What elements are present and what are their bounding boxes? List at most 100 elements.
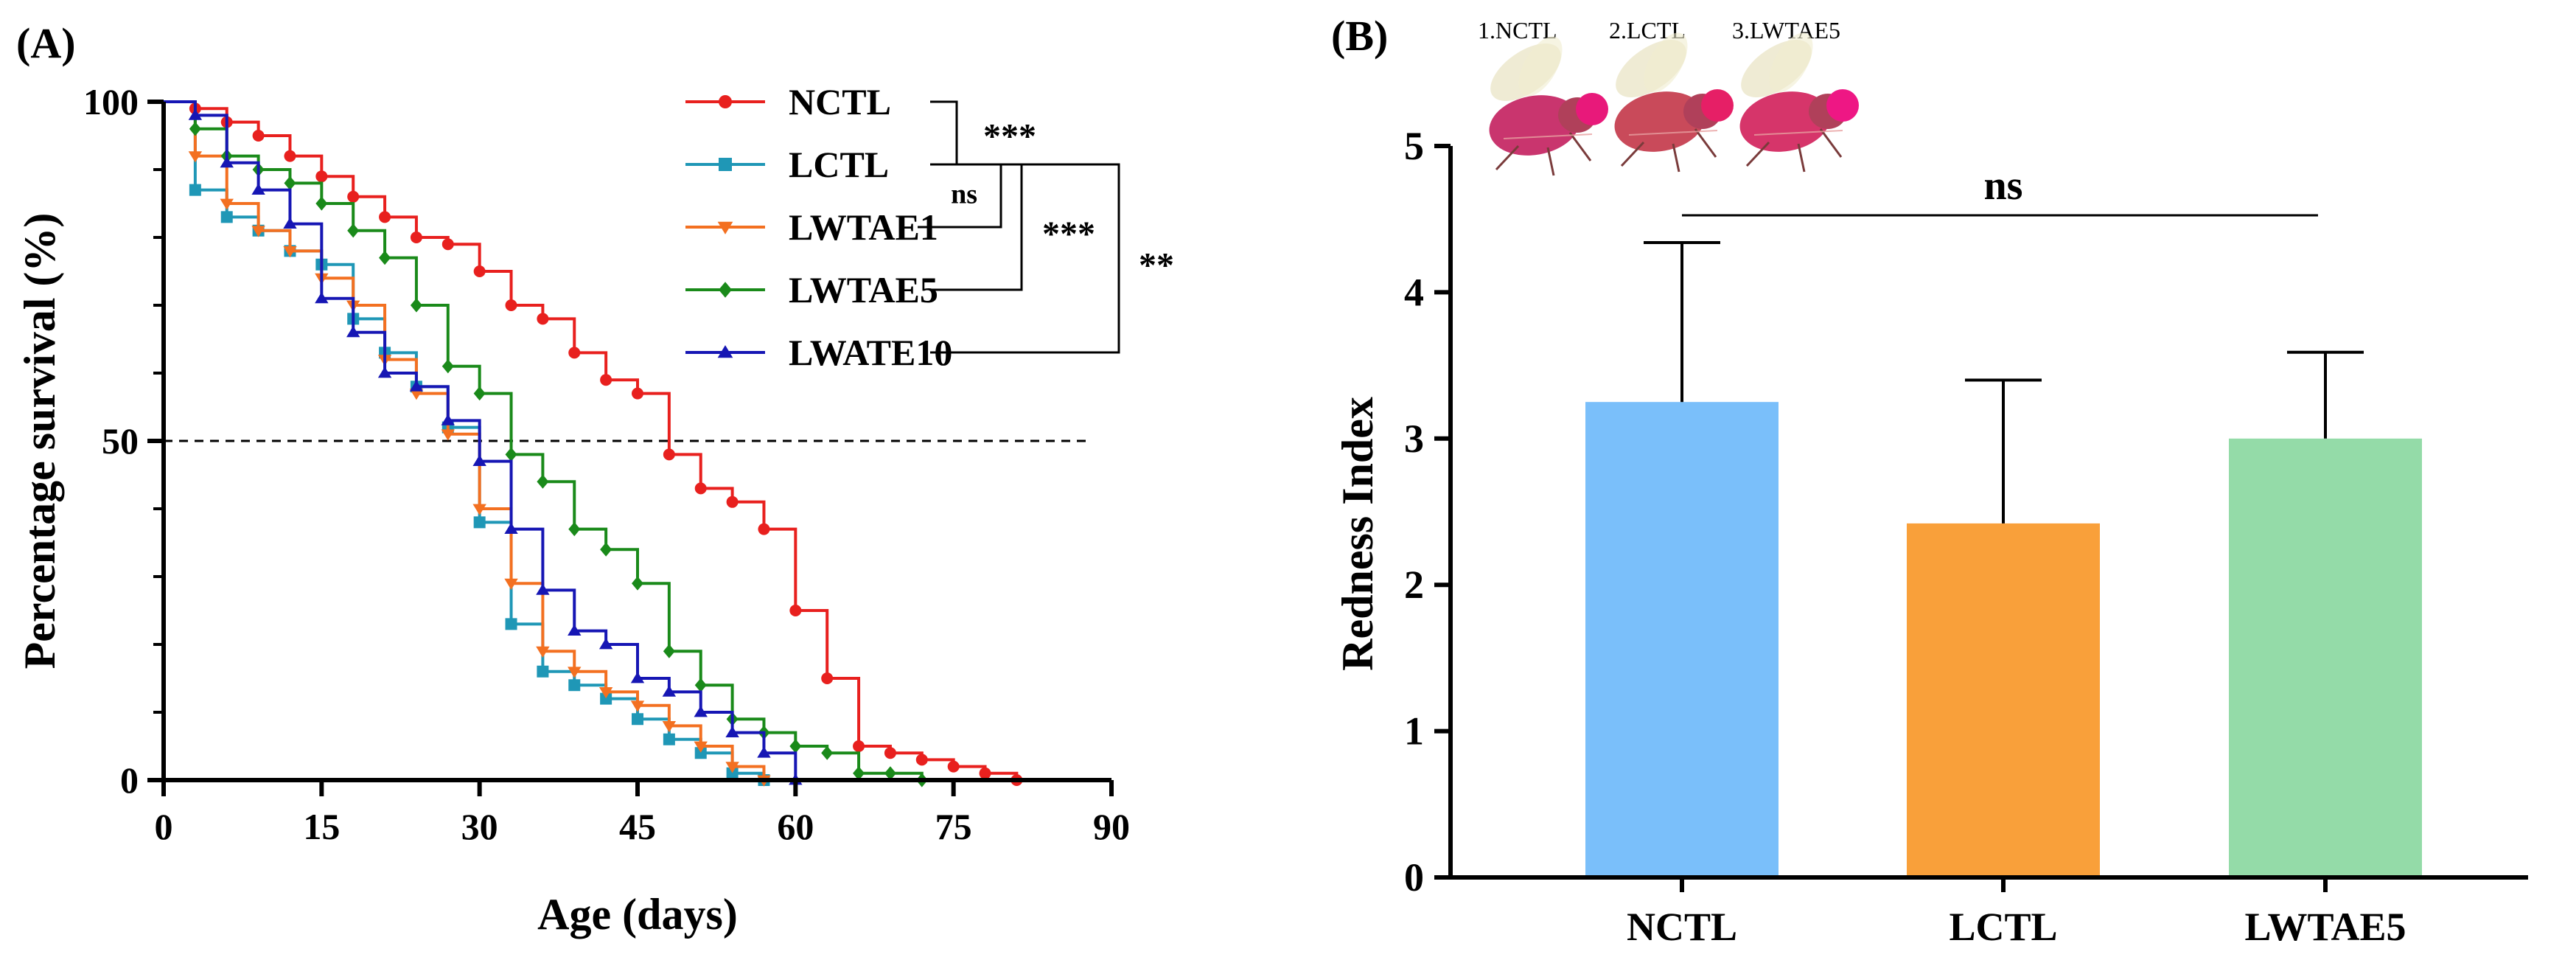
significance-bracket: *** [930, 100, 1036, 166]
data-point [379, 211, 391, 223]
bar-lctl [1907, 523, 2100, 877]
fruit-fly-icon [1739, 32, 1859, 173]
legend-swatch-marker [719, 282, 732, 298]
data-point [379, 251, 391, 265]
data-point [505, 618, 517, 630]
series-line-nctl [164, 100, 1019, 780]
data-point [505, 447, 517, 462]
significance-label: ns [951, 179, 977, 210]
x-tick-label: 0 [155, 806, 173, 847]
legend-label: LWATE10 [789, 332, 952, 373]
data-point [251, 226, 265, 237]
redness-axes [1448, 146, 2528, 880]
data-point [884, 747, 896, 759]
bar-nctl [1585, 402, 1779, 877]
data-point [315, 196, 328, 211]
data-point [410, 298, 422, 313]
data-point [663, 644, 675, 658]
legend-entry-lctl: LCTL [685, 144, 889, 185]
data-point [915, 754, 928, 766]
series-nctl [164, 100, 1023, 786]
data-point [472, 504, 486, 515]
data-point [725, 726, 739, 737]
data-point [410, 232, 422, 243]
y-axis-title: Redness Index [1333, 397, 1382, 671]
x-ticks: 0 15 30 45 60 75 90 [155, 780, 1130, 847]
data-point [725, 762, 739, 773]
data-point [537, 313, 549, 325]
data-point [377, 366, 392, 378]
data-point [632, 387, 643, 400]
data-point [189, 122, 201, 136]
significance-label: *** [1042, 215, 1095, 254]
y-ticks: 0 1 2 3 4 5 [1404, 124, 1451, 900]
data-point [568, 679, 581, 692]
data-point [441, 429, 455, 441]
significance-bracket: ** [930, 163, 1174, 354]
fly-leg [1819, 128, 1843, 158]
x-tick-label: 15 [303, 806, 340, 847]
significance-label: ns [1984, 163, 2023, 209]
significance-bracket: ns [1682, 163, 2318, 217]
fly-images: 1.NCTL 2.LCTL 3.LWTAE5 [1478, 17, 1859, 176]
legend-label: LWTAE1 [789, 206, 938, 248]
data-point [315, 170, 328, 183]
y-tick-label: 100 [83, 81, 139, 122]
data-point [598, 687, 613, 699]
data-point [347, 223, 360, 238]
data-point [600, 542, 612, 557]
y-tick-label: 4 [1404, 270, 1424, 314]
data-point [346, 326, 360, 338]
data-point [220, 211, 233, 223]
fly-image-label: 3.LWTAE5 [1732, 17, 1840, 44]
error-bar-lwtae5 [2287, 350, 2364, 439]
data-point [568, 522, 581, 537]
data-point [630, 700, 645, 712]
data-point [537, 665, 549, 678]
data-point [789, 605, 802, 616]
data-point [789, 739, 802, 754]
survival-chart: (A) 0 15 30 45 60 75 90 0 50 100 Age (days) Perc… [15, 19, 1174, 939]
redness-chart: (B) 1.NCTL 2.LCTL 3.LWTAE5 0 1 2 3 4 5 NCTL LCTL… [1331, 12, 2528, 949]
fly-body [1739, 91, 1831, 152]
category-label: LCTL [1949, 905, 2057, 949]
x-tick-label: 60 [777, 806, 814, 847]
fly-leg [1694, 128, 1717, 158]
data-point [252, 130, 265, 142]
data-point [188, 151, 203, 163]
data-point [726, 495, 739, 508]
legend-label: NCTL [789, 81, 891, 122]
legend-entry-lwate10: LWATE10 [685, 332, 952, 373]
error-bar-nctl [1644, 240, 1720, 403]
data-point [220, 198, 234, 210]
fly-image-label: 1.NCTL [1478, 17, 1557, 44]
data-point [662, 685, 677, 697]
data-point [600, 692, 612, 705]
data-point [283, 246, 297, 258]
data-point [694, 741, 708, 753]
legend-label: LWTAE5 [789, 269, 938, 310]
data-point [536, 646, 550, 658]
data-point [189, 184, 201, 196]
data-point [188, 108, 203, 120]
data-point [504, 578, 518, 590]
data-point [694, 482, 707, 495]
data-point [694, 706, 708, 717]
data-point [220, 156, 234, 168]
data-point [821, 672, 834, 684]
fly-eye [1576, 93, 1608, 125]
fly-body [1489, 95, 1580, 156]
x-tick-label: 30 [461, 806, 498, 847]
bars [1585, 402, 2422, 877]
data-point [632, 713, 643, 726]
data-point [568, 347, 581, 359]
data-point [979, 767, 991, 779]
data-point [283, 217, 297, 229]
significance-label: ** [1139, 246, 1174, 285]
data-point [251, 183, 265, 195]
x-tick-label: 90 [1093, 806, 1130, 847]
data-point [694, 747, 707, 759]
legend-swatch-marker [717, 345, 733, 358]
data-point [947, 760, 960, 773]
